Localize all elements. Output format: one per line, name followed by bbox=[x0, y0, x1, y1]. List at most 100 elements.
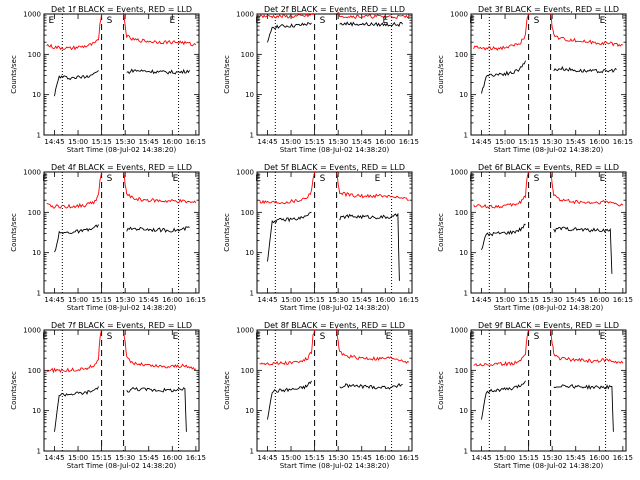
panel-4: Det 4f BLACK = Events, RED = LLD 1 10 100 10… bbox=[10, 163, 206, 312]
phase-marker: E bbox=[382, 16, 388, 26]
y-axis-label: Counts/sec bbox=[437, 371, 445, 410]
x-axis-label: Start Time (08-Jul-02 14:38:20) bbox=[494, 304, 604, 312]
y-tick-label: 1000 bbox=[450, 327, 468, 335]
y-tick-label: 100 bbox=[241, 367, 254, 375]
x-tick-label: 15:15 bbox=[305, 138, 325, 146]
x-tick-label: 15:30 bbox=[328, 296, 348, 304]
lld-series-line bbox=[473, 171, 530, 209]
phase-marker: S bbox=[534, 332, 540, 342]
y-tick-label: 10 bbox=[245, 91, 254, 99]
phase-marker: E bbox=[173, 332, 179, 342]
x-tick-label: 15:00 bbox=[68, 138, 88, 146]
panel-7: Det 7f BLACK = Events, RED = LLD 1 10 100 10… bbox=[10, 321, 206, 470]
y-tick-label: 100 bbox=[241, 209, 254, 217]
x-tick-label: 15:30 bbox=[328, 138, 348, 146]
x-tick-label: 14:45 bbox=[44, 138, 64, 146]
lld-series-line bbox=[473, 329, 530, 367]
y-tick-label: 100 bbox=[28, 209, 41, 217]
panel-title: Det 4f BLACK = Events, RED = LLD bbox=[51, 163, 192, 172]
y-tick-label: 1000 bbox=[23, 11, 41, 19]
lld-series-line bbox=[550, 13, 624, 47]
x-tick-label: 14:45 bbox=[44, 454, 64, 462]
y-tick-label: 100 bbox=[28, 51, 41, 59]
plot-frame bbox=[43, 13, 200, 136]
panel-9: Det 9f BLACK = Events, RED = LLD 1 10 100 10… bbox=[437, 321, 633, 470]
phase-marker: E bbox=[600, 174, 606, 184]
phase-marker: E bbox=[255, 174, 261, 184]
phase-marker: S bbox=[320, 332, 326, 342]
y-tick-label: 1000 bbox=[23, 327, 41, 335]
y-tick-label: 10 bbox=[32, 249, 41, 257]
panel-6: Det 6f BLACK = Events, RED = LLD 1 10 100 10… bbox=[437, 163, 633, 312]
x-tick-label: 16:15 bbox=[613, 454, 633, 462]
x-tick-label: 15:30 bbox=[542, 296, 562, 304]
y-tick-label: 10 bbox=[245, 249, 254, 257]
y-tick-label: 1000 bbox=[23, 169, 41, 177]
x-tick-label: 16:15 bbox=[186, 296, 206, 304]
x-tick-label: 16:00 bbox=[375, 138, 395, 146]
lld-series-line bbox=[336, 12, 410, 19]
x-tick-label: 15:30 bbox=[115, 454, 135, 462]
y-axis-label: Counts/sec bbox=[437, 213, 445, 252]
events-series-line bbox=[481, 60, 526, 94]
x-tick-label: 15:30 bbox=[115, 296, 135, 304]
x-tick-label: 15:15 bbox=[92, 454, 112, 462]
plot-frame bbox=[470, 13, 627, 136]
x-tick-label: 16:00 bbox=[162, 454, 182, 462]
events-series-line bbox=[481, 223, 526, 250]
x-tick-label: 15:30 bbox=[115, 138, 135, 146]
x-axis-label: Start Time (08-Jul-02 14:38:20) bbox=[67, 462, 177, 470]
y-tick-label: 1000 bbox=[236, 11, 254, 19]
x-tick-label: 15:30 bbox=[542, 138, 562, 146]
lld-series-line bbox=[123, 172, 197, 204]
x-tick-label: 15:15 bbox=[519, 138, 539, 146]
x-axis-label: Start Time (08-Jul-02 14:38:20) bbox=[280, 304, 390, 312]
lld-series-line bbox=[123, 331, 197, 371]
events-series-line bbox=[54, 224, 99, 253]
y-tick-label: 100 bbox=[241, 51, 254, 59]
x-tick-label: 15:15 bbox=[92, 138, 112, 146]
phase-marker: S bbox=[320, 174, 326, 184]
x-tick-label: 16:00 bbox=[375, 454, 395, 462]
x-tick-label: 16:00 bbox=[589, 296, 609, 304]
phase-marker: S bbox=[107, 332, 113, 342]
x-tick-label: 15:45 bbox=[566, 454, 586, 462]
x-axis-label: Start Time (08-Jul-02 14:38:20) bbox=[494, 146, 604, 154]
y-tick-label: 1 bbox=[464, 290, 468, 298]
plot-frame bbox=[256, 13, 413, 136]
x-tick-label: 14:45 bbox=[257, 454, 277, 462]
panel-title: Det 5f BLACK = Events, RED = LLD bbox=[264, 163, 405, 172]
events-series-line bbox=[126, 68, 190, 75]
lld-series-line bbox=[550, 173, 624, 207]
x-axis-label: Start Time (08-Jul-02 14:38:20) bbox=[494, 462, 604, 470]
x-tick-label: 14:45 bbox=[471, 138, 491, 146]
phase-marker: E bbox=[255, 16, 261, 26]
y-tick-label: 1000 bbox=[236, 169, 254, 177]
x-tick-label: 15:00 bbox=[495, 454, 515, 462]
y-tick-label: 1000 bbox=[450, 11, 468, 19]
lld-series-line bbox=[46, 171, 103, 209]
y-tick-label: 1000 bbox=[450, 169, 468, 177]
phase-marker: E bbox=[48, 16, 54, 26]
x-tick-label: 16:15 bbox=[613, 138, 633, 146]
phase-marker: E bbox=[255, 332, 261, 342]
x-tick-label: 15:45 bbox=[139, 138, 159, 146]
x-tick-label: 15:15 bbox=[305, 454, 325, 462]
y-tick-label: 1 bbox=[250, 132, 254, 140]
y-tick-label: 1 bbox=[250, 290, 254, 298]
panel-title: Det 6f BLACK = Events, RED = LLD bbox=[478, 163, 619, 172]
plot-frame bbox=[43, 171, 200, 294]
y-tick-label: 1 bbox=[37, 290, 41, 298]
x-tick-label: 16:15 bbox=[613, 296, 633, 304]
y-tick-label: 100 bbox=[455, 367, 468, 375]
panel-title: Det 8f BLACK = Events, RED = LLD bbox=[264, 321, 405, 330]
panel-title: Det 3f BLACK = Events, RED = LLD bbox=[478, 5, 619, 14]
phase-marker: E bbox=[600, 332, 606, 342]
x-tick-label: 14:45 bbox=[44, 296, 64, 304]
x-tick-label: 15:00 bbox=[281, 296, 301, 304]
x-tick-label: 15:45 bbox=[352, 296, 372, 304]
x-tick-label: 15:00 bbox=[281, 138, 301, 146]
x-tick-label: 16:15 bbox=[399, 296, 419, 304]
x-tick-label: 15:45 bbox=[139, 296, 159, 304]
x-tick-label: 16:00 bbox=[589, 138, 609, 146]
